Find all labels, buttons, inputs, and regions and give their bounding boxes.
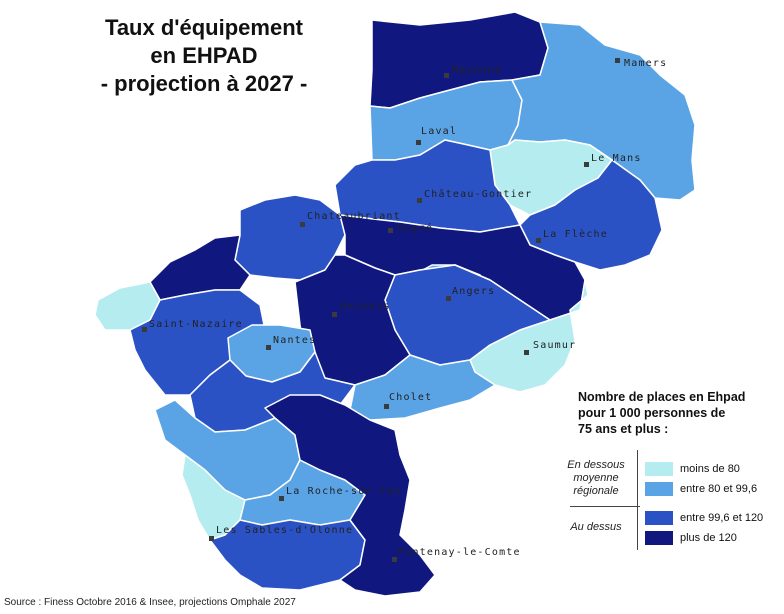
legend-label-dark: plus de 120 [680,532,737,544]
city-dot-la-roche [279,496,284,501]
city-dot-les-sables [209,536,214,541]
zone-saumur [469,279,589,393]
city-dot-laval [416,140,421,145]
legend-title-line-1: Nombre de places en Ehpad [578,390,746,404]
city-dot-saint-nazaire [142,327,147,332]
city-label-saint-nazaire: Saint-Nazaire [149,319,243,330]
legend-group-below: En dessous moyenne régionale [556,459,636,498]
city-dot-fontenay [392,557,397,562]
city-label-mayenne: Mayenne [452,65,503,76]
city-label-ancenis: Ancenis [340,301,391,312]
legend-swatch-very-light [645,462,673,476]
city-label-chateau-gontier: Château-Gontier [424,188,532,200]
city-dot-nantes [266,345,271,350]
city-label-fontenay: Fontenay-le-Comte [398,547,521,558]
legend-title-line-2: pour 1 000 personnes de [578,406,726,420]
city-label-laval: Laval [421,126,457,137]
legend-title: Nombre de places en Ehpad pour 1 000 per… [578,389,778,437]
city-dot-angers [446,296,451,301]
legend-divider-vertical [637,450,638,550]
city-dot-ancenis [332,312,337,317]
city-dot-le-mans [584,162,589,167]
city-label-saumur: Saumur [533,340,576,351]
legend-label-very-light: moins de 80 [680,463,740,475]
city-label-la-roche: La Roche-sur-Yon [286,486,402,497]
legend-swatch-medium [645,511,673,525]
legend-group-above: Au dessus [570,521,622,533]
title-line-2: en EHPAD [150,43,258,68]
map-title: Taux d'équipement en EHPAD - projection … [70,14,338,98]
city-label-les-sables: Les Sables-d'Olonne [216,525,353,536]
city-label-cholet: Cholet [389,392,432,403]
city-dot-chateau-gontier [417,198,422,203]
city-dot-mamers [615,58,620,63]
legend-swatch-dark [645,531,673,545]
title-line-1: Taux d'équipement [105,15,303,40]
zone-east-vendee [264,394,436,597]
city-label-le-mans: Le Mans [591,153,642,164]
source-note: Source : Finess Octobre 2016 & Insee, pr… [4,597,296,608]
city-label-segre: Segré [397,222,433,234]
city-dot-segre [388,228,393,233]
title-line-3: - projection à 2027 - [100,71,308,96]
city-dot-mayenne [444,73,449,78]
city-dot-saumur [524,350,529,355]
city-label-la-fleche: La Flèche [543,228,608,240]
city-markers: Mayenne Mamers Laval Le Mans Château-Gon… [142,58,667,562]
legend-swatch-light [645,482,673,496]
city-dot-cholet [384,404,389,409]
city-label-nantes: Nantes [273,335,316,346]
legend-title-line-3: 75 ans et plus : [578,422,669,436]
city-label-mamers: Mamers [624,58,667,69]
legend-label-medium: entre 99,6 et 120 [680,512,764,524]
city-label-angers: Angers [452,286,495,297]
legend-group-below-line-2: moyenne [573,472,619,484]
city-dot-la-fleche [536,238,541,243]
legend-divider-horizontal [570,506,640,507]
city-dot-chateaubriant [300,222,305,227]
city-label-chateaubriant: Chateaubriant [307,211,401,222]
legend-group-below-line-3: régionale [573,485,619,497]
legend-label-light: entre 80 et 99,6 [680,483,758,495]
legend-group-below-line-1: En dessous [567,459,625,471]
